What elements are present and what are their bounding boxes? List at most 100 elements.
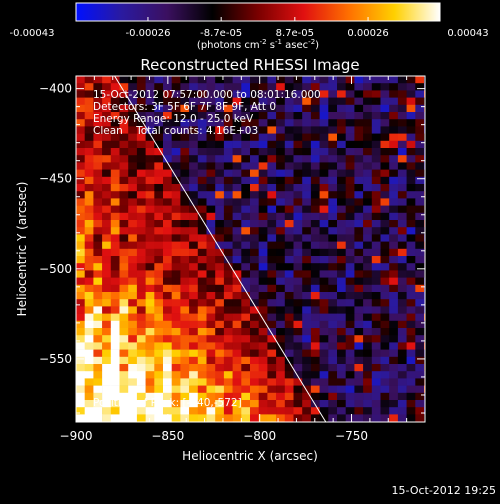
heatmap-pixel xyxy=(267,234,277,242)
heatmap-pixel xyxy=(206,364,216,372)
heatmap-pixel xyxy=(424,421,425,422)
heatmap-pixel xyxy=(180,407,190,415)
heatmap-pixel xyxy=(380,97,390,106)
heatmap-pixel xyxy=(267,342,277,350)
heatmap-pixel xyxy=(397,176,407,185)
heatmap-pixel xyxy=(284,241,294,250)
heatmap-pixel xyxy=(319,83,329,91)
heatmap-pixel xyxy=(189,126,199,134)
heatmap-pixel xyxy=(354,162,364,170)
heatmap-pixel xyxy=(328,241,338,250)
heatmap-pixel xyxy=(258,205,268,214)
heatmap-pixel xyxy=(145,284,155,293)
heatmap-pixel xyxy=(180,328,190,336)
heatmap-pixel xyxy=(119,371,129,379)
y-tick-label: −400 xyxy=(39,82,72,96)
heatmap-pixel xyxy=(354,335,364,343)
heatmap-pixel xyxy=(406,133,416,142)
heatmap-pixel xyxy=(128,385,138,394)
heatmap-pixel xyxy=(232,270,242,278)
heatmap-pixel xyxy=(415,349,425,358)
heatmap-pixel xyxy=(93,140,103,149)
heatmap-pixel xyxy=(328,407,338,415)
heatmap-pixel xyxy=(136,270,146,278)
heatmap-pixel xyxy=(293,292,303,300)
heatmap-pixel xyxy=(415,227,425,235)
heatmap-pixel xyxy=(354,421,364,422)
heatmap-pixel xyxy=(371,220,381,228)
heatmap-pixel xyxy=(110,140,120,149)
heatmap-pixel xyxy=(197,320,207,329)
heatmap-pixel xyxy=(363,83,373,91)
heatmap-pixel xyxy=(302,414,312,422)
heatmap-pixel xyxy=(119,256,129,264)
heatmap-pixel xyxy=(84,277,94,286)
heatmap-pixel xyxy=(250,306,259,314)
heatmap-pixel xyxy=(206,421,216,422)
heatmap-pixel xyxy=(406,83,416,91)
heatmap-pixel xyxy=(328,284,338,293)
heatmap-pixel xyxy=(206,349,216,358)
heatmap-pixel xyxy=(136,169,146,178)
heatmap-pixel xyxy=(241,155,251,163)
heatmap-pixel xyxy=(319,248,329,257)
heatmap-pixel xyxy=(136,212,146,221)
heatmap-pixel xyxy=(310,176,320,185)
heatmap-pixel xyxy=(206,270,216,278)
heatmap-pixel xyxy=(93,421,103,422)
heatmap-pixel xyxy=(110,385,120,394)
heatmap-pixel xyxy=(354,133,364,142)
heatmap-pixel xyxy=(250,299,259,307)
heatmap-pixel xyxy=(319,169,329,178)
heatmap-pixel xyxy=(84,133,94,142)
heatmap-pixel xyxy=(284,421,294,422)
heatmap-pixel xyxy=(371,90,381,98)
heatmap-pixel xyxy=(293,97,303,106)
heatmap-pixel xyxy=(328,126,338,134)
heatmap-pixel xyxy=(380,407,390,415)
heatmap-pixel xyxy=(93,104,103,113)
heatmap-pixel xyxy=(93,342,103,350)
heatmap-pixel xyxy=(197,191,207,199)
heatmap-pixel xyxy=(319,277,329,286)
heatmap-pixel xyxy=(302,104,312,113)
heatmap-pixel xyxy=(163,364,172,372)
heatmap-pixel xyxy=(189,414,199,422)
heatmap-pixel xyxy=(232,263,242,271)
heatmap-pixel xyxy=(354,385,364,394)
heatmap-pixel xyxy=(320,429,329,437)
heatmap-pixel xyxy=(284,248,294,257)
heatmap-pixel xyxy=(128,126,138,134)
heatmap-pixel xyxy=(223,126,233,134)
heatmap-pixel xyxy=(93,119,103,127)
heatmap-pixel xyxy=(119,313,129,322)
heatmap-pixel xyxy=(397,342,407,350)
heatmap-pixel xyxy=(319,320,329,329)
heatmap-pixel xyxy=(310,140,320,149)
heatmap-pixel xyxy=(345,140,355,149)
heatmap-pixel xyxy=(197,284,207,293)
heatmap-pixel xyxy=(293,277,303,286)
heatmap-pixel xyxy=(215,198,225,206)
heatmap-pixel xyxy=(154,126,164,134)
heatmap-pixel xyxy=(197,83,207,91)
heatmap-pixel xyxy=(163,162,172,170)
heatmap-pixel xyxy=(241,169,251,178)
heatmap-pixel xyxy=(406,364,416,372)
heatmap-pixel xyxy=(397,97,407,106)
heatmap-pixel xyxy=(276,378,286,386)
heatmap-pixel xyxy=(433,105,442,113)
heatmap-pixel xyxy=(310,104,320,113)
heatmap-pixel xyxy=(171,83,181,91)
heatmap-pixel xyxy=(241,126,251,134)
heatmap-pixel xyxy=(258,112,268,120)
heatmap-pixel xyxy=(397,385,407,394)
heatmap-pixel xyxy=(76,270,85,278)
x-tick-label: −750 xyxy=(335,429,368,443)
heatmap-pixel xyxy=(284,342,294,350)
heatmap-pixel xyxy=(223,313,233,322)
heatmap-pixel xyxy=(215,162,225,170)
heatmap-pixel xyxy=(119,400,129,408)
heatmap-pixel xyxy=(76,414,85,422)
heatmap-pixel xyxy=(363,256,373,264)
